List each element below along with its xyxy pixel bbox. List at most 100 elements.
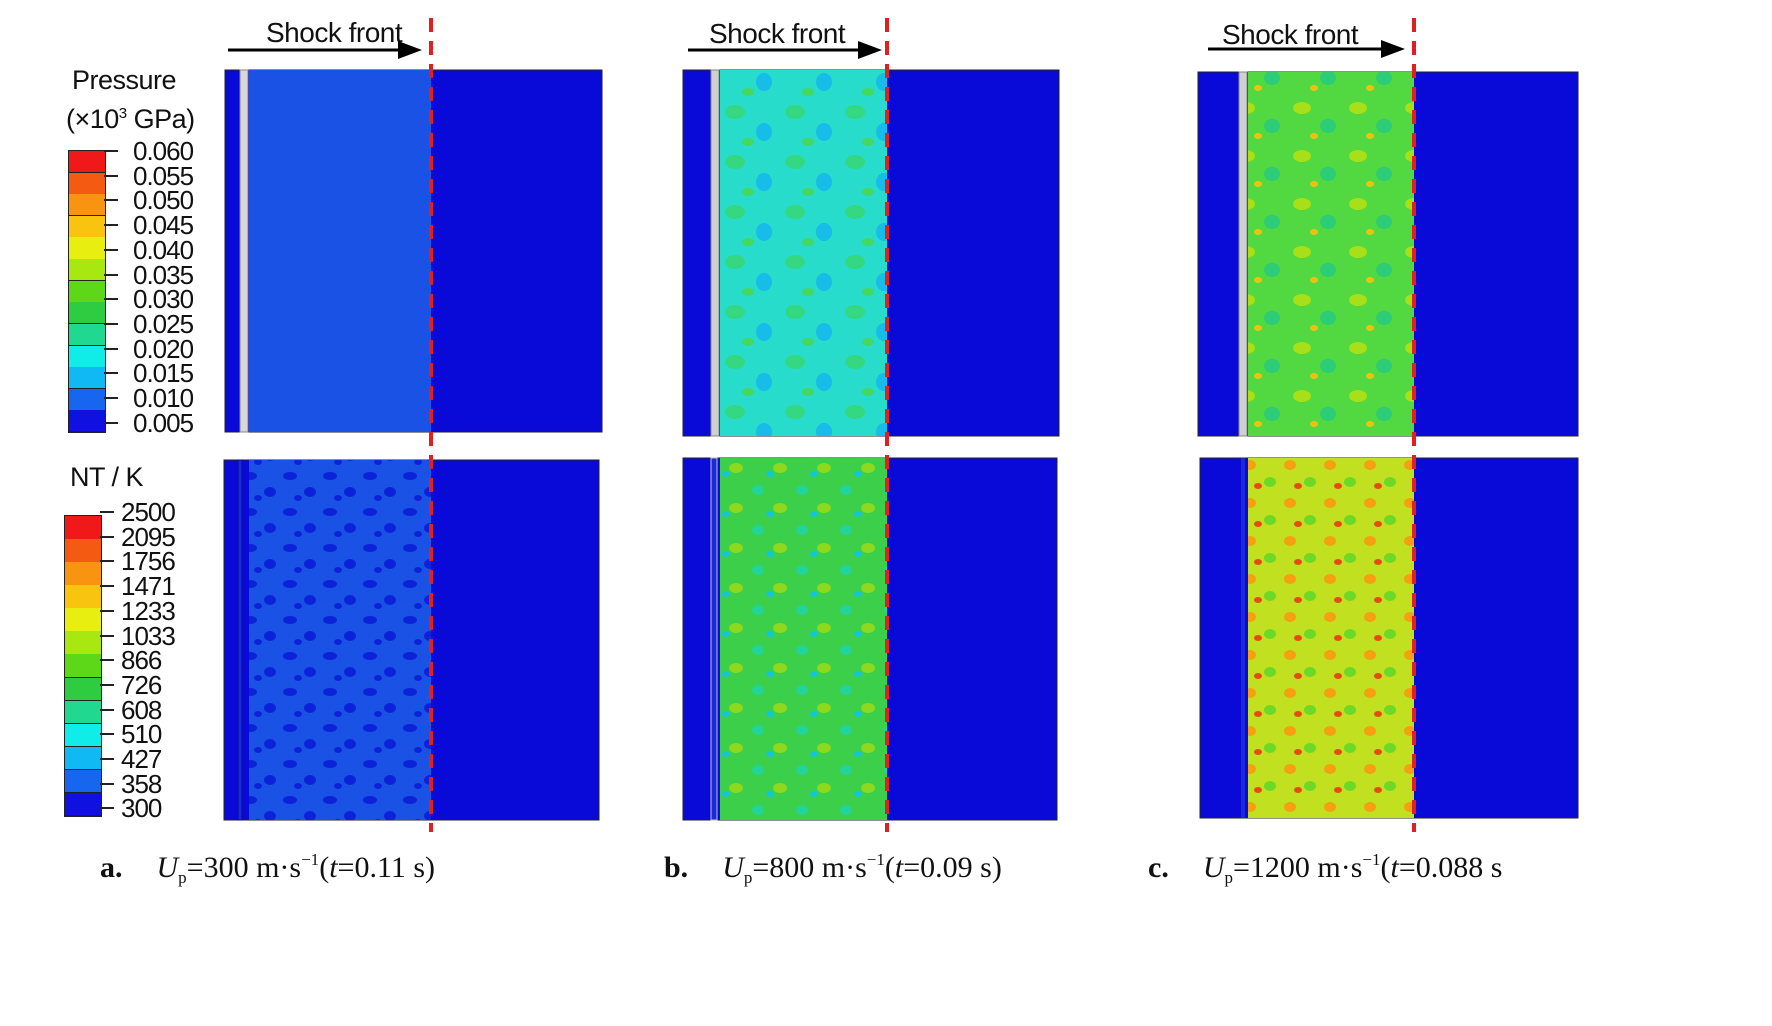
pressure-legend-title: Pressure <box>72 64 177 96</box>
tick-mark <box>104 372 118 375</box>
tick-label: 1033 <box>121 620 176 651</box>
panel-a-temperature <box>223 459 600 821</box>
color-swatch <box>69 388 105 411</box>
tick-label: 0.035 <box>133 259 194 290</box>
tick-mark <box>104 174 118 177</box>
caption-c-up-value: =1200 m·s <box>1233 851 1363 884</box>
color-swatch <box>65 700 101 725</box>
color-swatch <box>69 280 105 303</box>
caption-b-up-value: =800 m·s <box>752 851 867 884</box>
tick-label: 726 <box>121 669 162 700</box>
color-swatch <box>69 367 105 390</box>
caption-b-up-symbol: U <box>722 851 744 884</box>
temperature-legend-title: NT / K <box>70 462 144 492</box>
shock-arrow-b <box>688 41 882 59</box>
tick-label: 1471 <box>121 571 176 602</box>
tick-mark <box>104 199 118 202</box>
shock-front-label-c: Shock front <box>1222 19 1359 50</box>
color-swatch <box>65 792 101 817</box>
caption-b-time-open: ( <box>884 851 895 884</box>
tick-mark <box>100 659 114 662</box>
tick-label: 0.020 <box>133 333 194 364</box>
caption-c-up-sub: p <box>1224 868 1234 887</box>
caption-c-up-exp: −1 <box>1362 850 1381 869</box>
color-swatch <box>65 746 101 771</box>
caption-c-letter: c. <box>1148 851 1169 884</box>
caption-a-up-sub: p <box>178 868 187 887</box>
tick-label: 1756 <box>121 546 176 577</box>
caption-c-up-symbol: U <box>1202 851 1225 884</box>
tick-mark <box>100 708 114 711</box>
caption-a-letter: a. <box>100 851 123 884</box>
tick-label: 0.040 <box>133 234 194 265</box>
color-swatch <box>65 631 101 655</box>
color-swatch <box>65 608 101 632</box>
panel-c-pressure <box>1197 71 1579 437</box>
tick-label: 0.005 <box>133 407 194 438</box>
caption-a: a. Up=300 m·s−1(t=0.11 s) <box>100 850 435 888</box>
caption-a-time-symbol: t <box>329 851 338 884</box>
caption-c-time-open: ( <box>1380 851 1391 884</box>
panel-c-temperature <box>1199 457 1579 819</box>
caption-b-up-sub: p <box>743 868 753 887</box>
tick-label: 1233 <box>121 595 176 626</box>
tick-mark <box>100 758 114 760</box>
tick-label: 0.060 <box>133 136 194 166</box>
tick-label: 2095 <box>121 521 176 552</box>
tick-mark <box>100 782 114 785</box>
shock-front-label-a: Shock front <box>266 17 403 48</box>
panel-b-temperature <box>682 457 1058 821</box>
panel-b-pressure <box>682 69 1060 437</box>
tick-label: 866 <box>121 645 162 676</box>
caption-b-time-symbol: t <box>894 851 904 884</box>
tick-label: 0.050 <box>133 185 194 216</box>
shock-arrow-a <box>228 41 422 59</box>
color-swatch <box>65 585 101 609</box>
pressure-legend-title-line1: Pressure <box>72 65 177 95</box>
pressure-legend-unit: (×103 GPa) <box>66 98 195 135</box>
tick-label: 358 <box>121 768 162 799</box>
caption-a-up-value: =300 m·s <box>186 851 302 884</box>
tick-mark <box>104 248 118 251</box>
caption-c: c. Up=1200 m·s−1(t=0.088 s <box>1148 850 1502 888</box>
color-swatch <box>69 345 105 368</box>
tick-mark <box>104 322 118 325</box>
tick-label: 0.015 <box>133 358 194 389</box>
pressure-unit-exponent: 3 <box>118 105 127 122</box>
color-swatch <box>69 323 105 347</box>
shock-arrow-c <box>1208 40 1405 58</box>
tick-mark <box>104 273 118 276</box>
color-swatch <box>69 151 105 174</box>
tick-label: 0.030 <box>133 284 194 315</box>
caption-b-time-value: =0.09 s) <box>903 851 1002 884</box>
pressure-color-scale <box>68 150 106 433</box>
tick-mark <box>100 511 114 513</box>
tick-mark <box>100 683 114 686</box>
tick-mark <box>104 298 118 301</box>
caption-a-up-exp: −1 <box>301 850 320 869</box>
tick-label: 427 <box>121 744 162 774</box>
caption-b-letter: b. <box>664 851 689 884</box>
color-swatch <box>69 302 105 325</box>
color-swatch <box>69 237 105 260</box>
color-swatch <box>69 215 105 238</box>
tick-label: 608 <box>121 694 162 725</box>
tick-label: 0.045 <box>133 210 194 241</box>
caption-b-up-exp: −1 <box>866 850 885 869</box>
color-swatch <box>65 562 101 586</box>
tick-label: 0.025 <box>133 308 194 339</box>
tick-label: 0.055 <box>133 160 194 191</box>
color-swatch <box>69 410 105 433</box>
color-swatch <box>65 654 101 679</box>
tick-mark <box>104 421 118 424</box>
caption-a-up-symbol: U <box>156 851 179 884</box>
color-swatch <box>69 259 105 282</box>
tick-mark <box>100 634 114 637</box>
pressure-unit-prefix: (×10 <box>66 104 119 134</box>
tick-mark <box>100 560 114 563</box>
tick-mark <box>100 609 114 612</box>
color-swatch <box>69 194 105 217</box>
color-swatch <box>69 172 105 195</box>
color-swatch <box>65 539 101 563</box>
tick-mark <box>100 535 114 538</box>
